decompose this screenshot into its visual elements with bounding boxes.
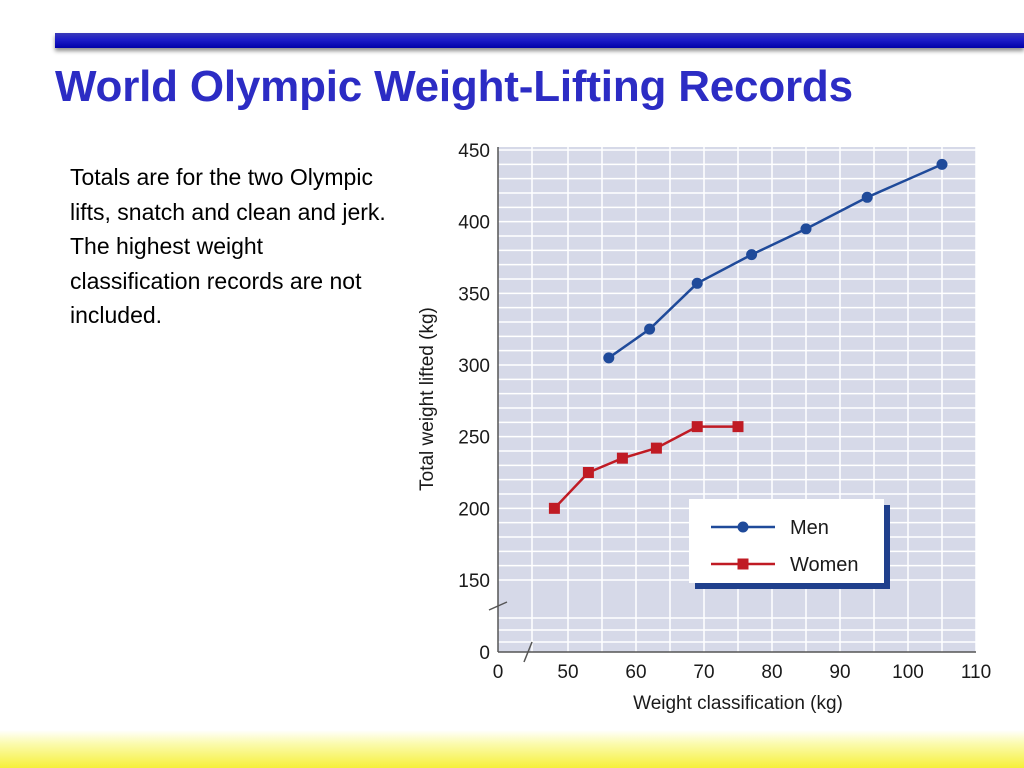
x-tick-label: 90 (829, 662, 850, 683)
x-tick-label: 0 (493, 662, 504, 683)
legend-marker-men (737, 521, 749, 533)
y-tick-label: 0 (479, 643, 490, 664)
data-point-women (582, 467, 594, 478)
x-axis-break (523, 641, 540, 663)
y-tick-label: 350 (458, 284, 490, 305)
gridlines (498, 147, 977, 652)
y-axis-label: Total weight lifted (kg) (417, 307, 438, 491)
x-tick-label: 80 (761, 662, 782, 683)
data-point-men (861, 191, 873, 203)
data-point-women (616, 452, 628, 464)
legend-marker-women (737, 558, 749, 570)
legend-box (689, 499, 884, 583)
data-series (548, 158, 948, 514)
data-point-men (746, 249, 758, 261)
axes (488, 147, 976, 663)
series-line-women (553, 425, 738, 510)
data-point-women (732, 421, 744, 433)
data-point-women (548, 502, 560, 514)
y-tick-label: 150 (458, 571, 490, 592)
data-point-women (691, 421, 703, 433)
series-women (548, 421, 744, 514)
y-tick-label: 450 (458, 141, 490, 162)
legend: Men Women (689, 499, 890, 589)
x-axis-label: Weight classification (kg) (633, 693, 843, 714)
x-tick-label: 70 (693, 662, 714, 683)
data-point-men (936, 158, 948, 170)
data-point-men (644, 323, 656, 335)
y-tick-labels: 0 150 200 250 300 350 400 450 (458, 141, 490, 664)
slide-title: World Olympic Weight-Lifting Records (55, 62, 853, 111)
footer-band (0, 730, 1024, 768)
title-rule (55, 33, 1024, 48)
data-point-men (603, 352, 615, 364)
x-tick-label: 110 (961, 662, 991, 683)
y-axis-break (488, 601, 508, 618)
x-tick-labels: 0 50 60 70 80 90 100 110 (493, 662, 991, 683)
series-men (603, 158, 948, 364)
y-tick-label: 250 (458, 428, 490, 449)
legend-label-men: Men (790, 517, 829, 539)
y-tick-label: 400 (458, 213, 490, 234)
legend-label-women: Women (790, 554, 859, 576)
y-tick-label: 200 (458, 499, 490, 520)
x-tick-label: 100 (892, 662, 924, 683)
y-tick-label: 300 (458, 356, 490, 377)
data-point-men (800, 223, 812, 235)
slide-body-text: Totals are for the two Olympic lifts, sn… (70, 164, 386, 328)
data-point-women (650, 442, 662, 454)
x-tick-label: 50 (557, 662, 578, 683)
x-tick-label: 60 (625, 662, 646, 683)
data-point-men (691, 277, 703, 289)
